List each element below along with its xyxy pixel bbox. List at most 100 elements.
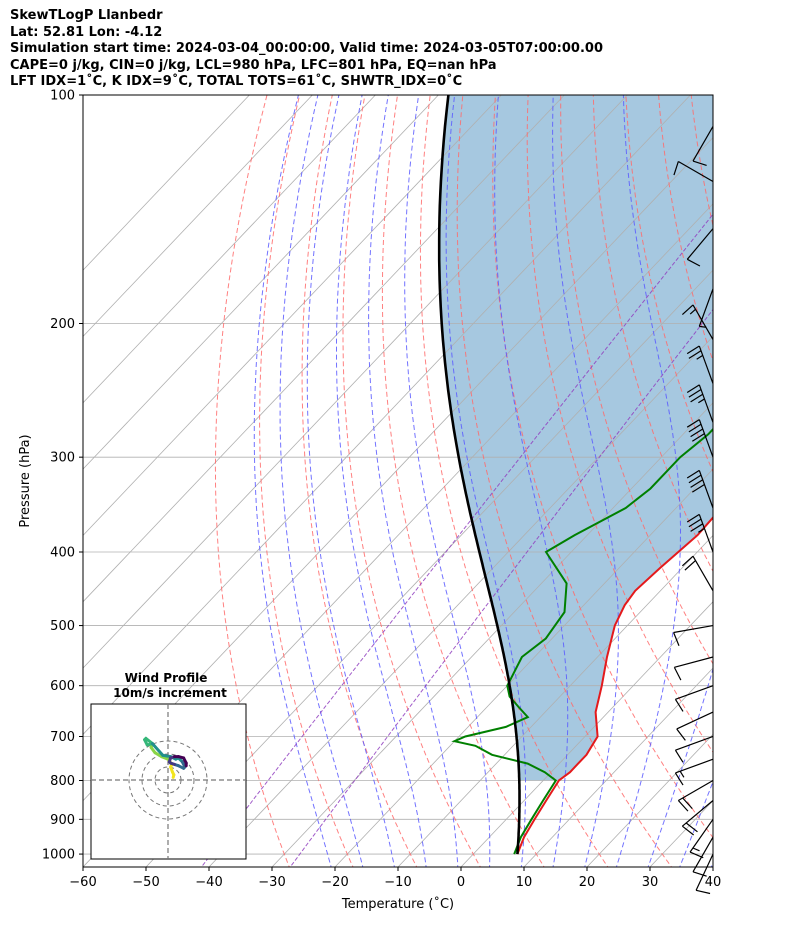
isotherm-line xyxy=(523,667,713,867)
dewpoint-line xyxy=(451,427,713,855)
wind-barb xyxy=(673,624,714,647)
dry-adiabat xyxy=(592,95,713,573)
wind-barb xyxy=(686,345,714,384)
isotherm-line xyxy=(83,95,691,735)
y-tick-label: 900 xyxy=(50,813,75,828)
dry-adiabats xyxy=(214,78,794,870)
dry-adiabat xyxy=(381,95,545,867)
x-tick-label: −30 xyxy=(258,875,285,890)
y-tick-label: 800 xyxy=(50,774,75,789)
x-axis-ticks: −60 −50 −40 −30 −20 −10 0 10 20 30 40 xyxy=(69,867,721,890)
isotherm-line xyxy=(776,95,794,867)
isotherm-line xyxy=(83,95,250,271)
hodograph-title: Wind Profile xyxy=(125,671,208,685)
moist-adiabat xyxy=(306,95,395,867)
y-tick-label: 1000 xyxy=(42,848,75,863)
wind-barb xyxy=(681,304,714,340)
parcel-line xyxy=(437,95,521,855)
sounding-profiles xyxy=(437,95,713,855)
wind-barb xyxy=(673,656,714,681)
x-tick-label: 20 xyxy=(579,875,596,890)
y-tick-label: 400 xyxy=(50,546,75,561)
wind-barb xyxy=(698,288,714,328)
chart-title: SkewTLogP Llanbedr xyxy=(10,8,163,23)
hodograph-inset: Wind Profile 10m/s increment xyxy=(90,671,247,860)
wind-barb xyxy=(674,685,714,712)
isotherm-line xyxy=(83,95,439,470)
wind-barb xyxy=(686,384,714,423)
wind-barb xyxy=(674,758,714,786)
dry-adiabat xyxy=(754,78,794,870)
wind-barb xyxy=(676,711,714,741)
dry-adiabat xyxy=(492,95,713,839)
wind-barb xyxy=(686,469,714,509)
station-location: Lat: 52.81 Lon: -4.12 xyxy=(10,24,163,40)
moist-adiabat xyxy=(494,95,569,867)
wind-barb xyxy=(681,555,714,592)
stability-indices-1: CAPE=0 j/kg, CIN=0 j/kg, LCL=980 hPa, LF… xyxy=(10,57,497,73)
dry-adiabat xyxy=(456,95,673,867)
wind-barb xyxy=(677,779,714,812)
hodograph-segment xyxy=(150,742,165,757)
x-tick-label: 0 xyxy=(457,875,465,890)
x-tick-label: −20 xyxy=(321,875,348,890)
moist-adiabat xyxy=(404,95,491,867)
moist-adiabat xyxy=(253,95,332,867)
dry-adiabat xyxy=(526,95,713,754)
isotherm-line xyxy=(83,95,565,603)
isotherm-line xyxy=(712,866,713,867)
wind-barb xyxy=(674,735,714,763)
isotherm-line xyxy=(397,534,713,867)
isotherm-line xyxy=(83,95,313,338)
dry-adiabat xyxy=(625,95,713,473)
y-tick-label: 500 xyxy=(50,619,75,634)
wind-barb xyxy=(686,419,714,458)
moist-adiabats xyxy=(253,95,713,867)
moist-adiabat xyxy=(679,780,713,867)
isotherm-line xyxy=(460,601,713,867)
dry-adiabat xyxy=(214,95,290,867)
x-tick-label: 40 xyxy=(705,875,722,890)
y-tick-label: 700 xyxy=(50,730,75,745)
y-tick-label: 200 xyxy=(50,317,75,332)
dry-adiabat xyxy=(342,95,481,867)
stability-indices-2: LFT IDX=1˚C, K IDX=9˚C, TOTAL TOTS=61˚C,… xyxy=(10,74,463,89)
y-axis-label: Pressure (hPa) xyxy=(18,434,33,527)
wind-barbs xyxy=(673,126,714,895)
simulation-times: Simulation start time: 2024-03-04_00:00:… xyxy=(10,41,603,56)
x-tick-label: 10 xyxy=(516,875,533,890)
temperature-line xyxy=(516,516,713,855)
wind-barb xyxy=(686,228,714,267)
x-tick-label: −10 xyxy=(384,875,411,890)
y-tick-label: 600 xyxy=(50,679,75,694)
mixing-ratio-line xyxy=(289,308,713,867)
wind-barb xyxy=(689,818,714,859)
wind-barb xyxy=(673,160,714,183)
y-axis-ticks: 100 200 300 400 500 600 700 800 900 1000 xyxy=(42,89,83,863)
dry-adiabat xyxy=(419,95,609,867)
isotherm-line xyxy=(83,95,502,537)
wind-barb xyxy=(695,853,714,895)
moist-adiabat xyxy=(710,861,713,867)
isotherm-line xyxy=(83,95,376,404)
moist-adiabat xyxy=(615,95,681,867)
moist-adiabat xyxy=(368,95,459,867)
x-axis-label: Temperature (˚C) xyxy=(341,896,454,912)
y-tick-label: 100 xyxy=(50,89,75,104)
moist-adiabat xyxy=(336,95,427,867)
dry-adiabat xyxy=(786,78,794,870)
x-tick-label: −40 xyxy=(195,875,222,890)
x-tick-label: −60 xyxy=(69,875,96,890)
dry-adiabat xyxy=(722,78,794,870)
chart-header: SkewTLogP Llanbedr Lat: 52.81 Lon: -4.12… xyxy=(10,8,790,91)
wind-barb xyxy=(692,836,714,877)
isotherm-line xyxy=(271,402,713,867)
y-tick-label: 300 xyxy=(50,451,75,466)
x-tick-label: −50 xyxy=(132,875,159,890)
cape-shading xyxy=(439,95,713,781)
hodograph-subtitle: 10m/s increment xyxy=(113,686,227,700)
wind-barb xyxy=(686,513,714,553)
wind-barb xyxy=(681,800,714,836)
isotherm-line xyxy=(145,269,713,867)
